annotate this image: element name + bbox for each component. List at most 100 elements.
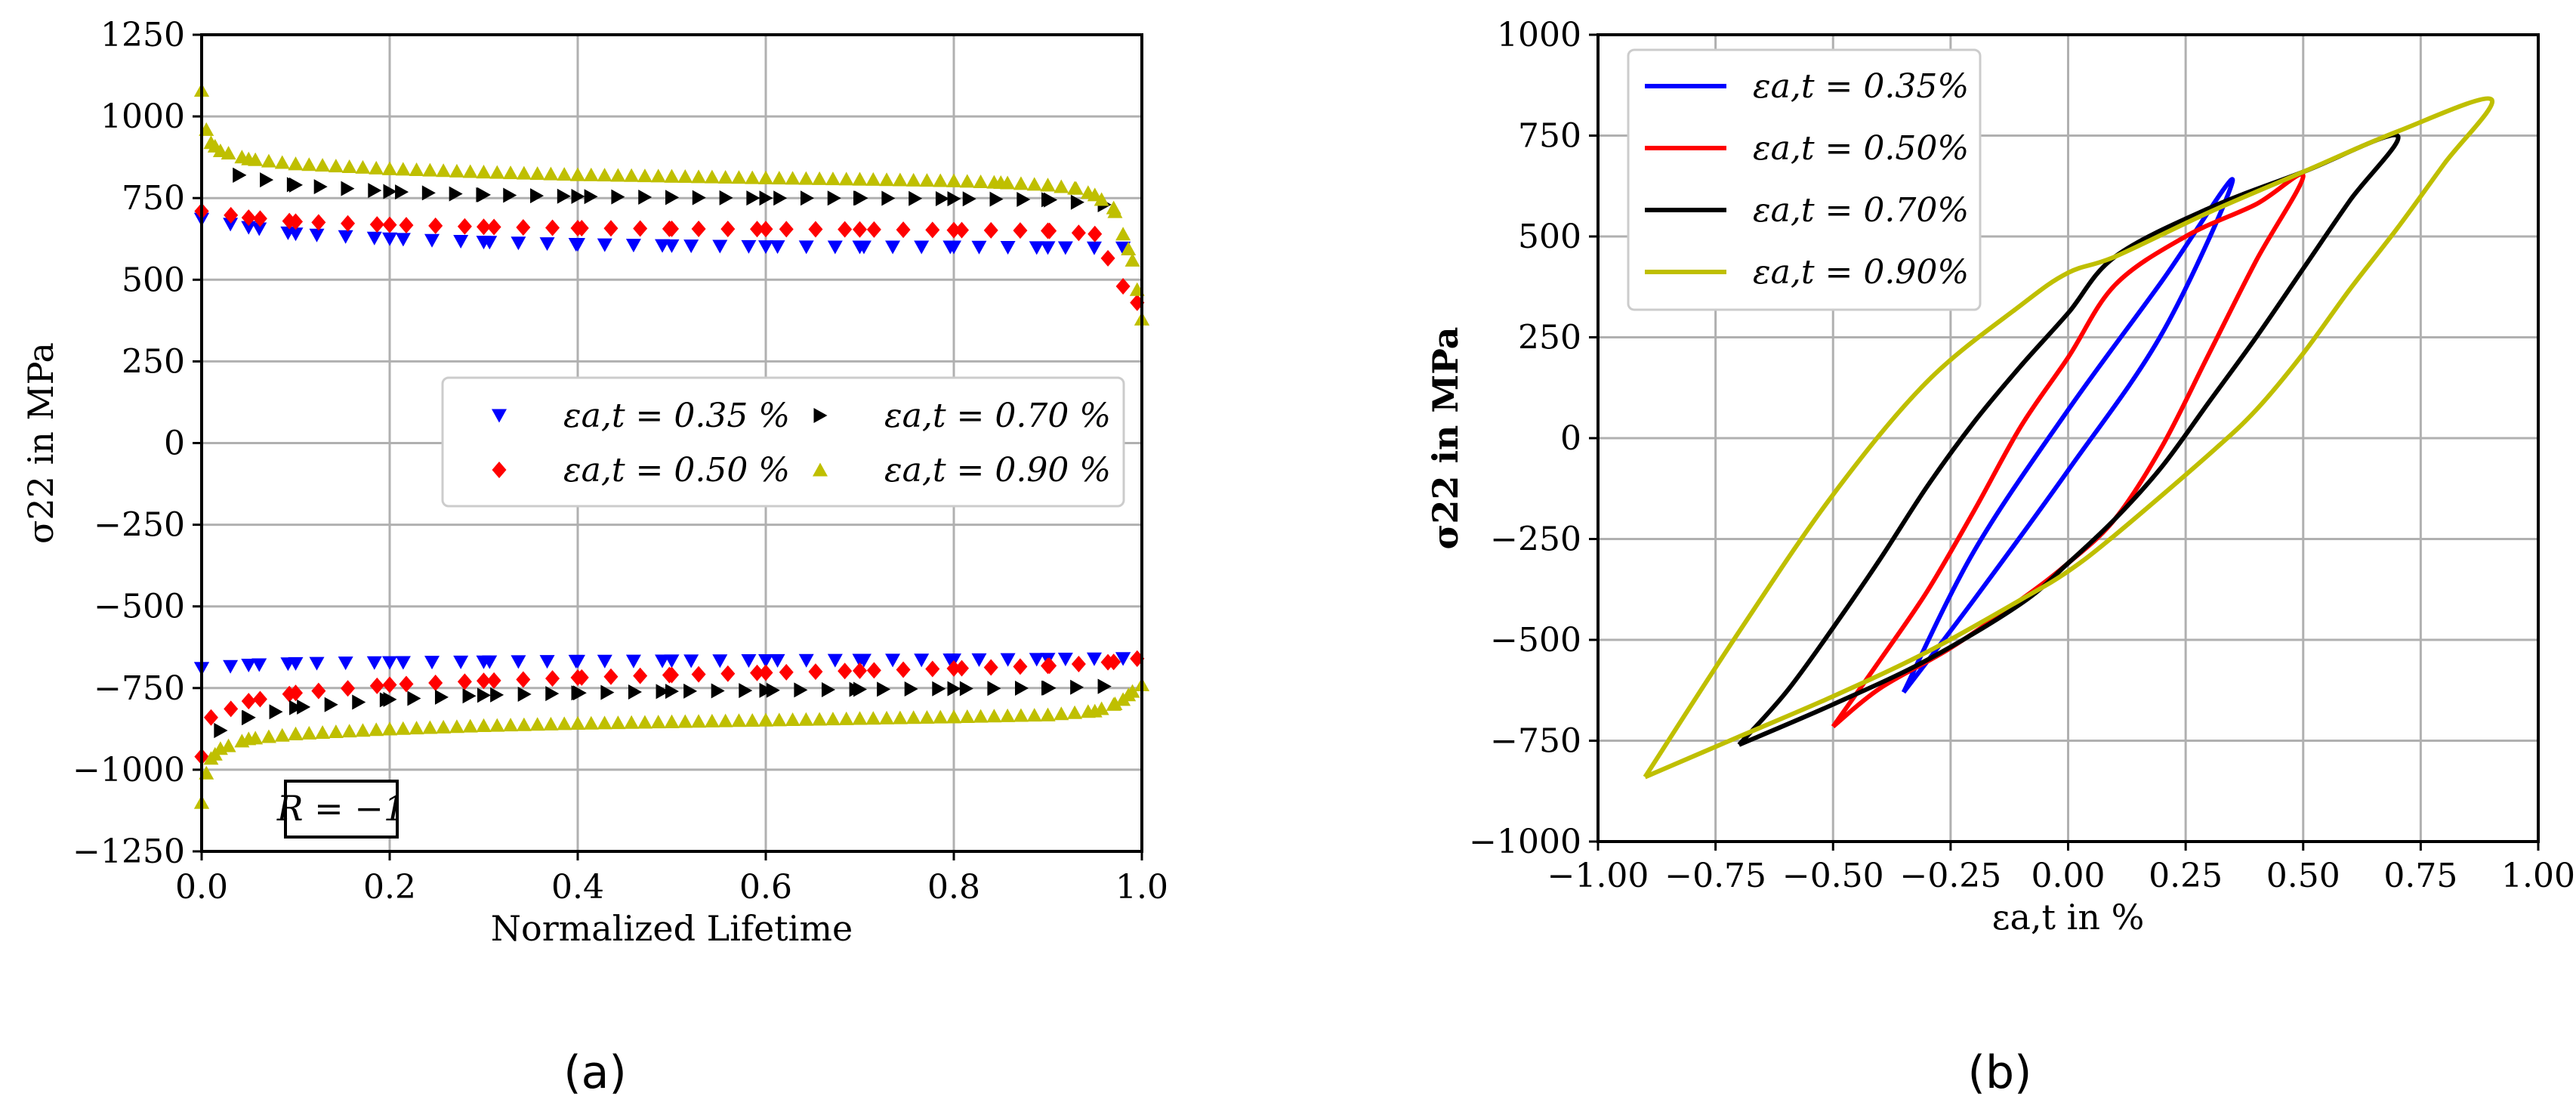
data-point-lower bbox=[477, 672, 491, 690]
data-point-upper bbox=[289, 177, 303, 193]
data-point-lower bbox=[838, 663, 853, 680]
data-point-upper bbox=[692, 190, 706, 205]
data-point-lower bbox=[896, 661, 911, 678]
data-point-upper bbox=[1017, 192, 1031, 208]
data-point-upper bbox=[691, 220, 706, 237]
data-point-upper bbox=[395, 233, 411, 247]
data-point-upper bbox=[241, 151, 257, 165]
legend-label: εa,t = 0.50% bbox=[1753, 129, 1969, 168]
data-point-upper bbox=[1094, 192, 1109, 206]
data-point-lower bbox=[741, 654, 757, 669]
data-point-lower bbox=[382, 721, 397, 736]
panel-a-y-axis-title: σ22 in MPa bbox=[20, 342, 61, 544]
data-point-upper bbox=[338, 230, 353, 244]
data-point-lower bbox=[274, 727, 290, 742]
data-point-upper bbox=[341, 159, 357, 174]
data-point-lower bbox=[570, 654, 585, 669]
data-point-upper bbox=[570, 238, 585, 252]
data-point-lower bbox=[650, 715, 666, 729]
data-point-upper bbox=[935, 190, 949, 206]
data-point-upper bbox=[1040, 178, 1056, 192]
data-point-upper bbox=[919, 173, 935, 187]
data-point-lower bbox=[932, 681, 946, 697]
y-tick-label: 750 bbox=[122, 179, 185, 218]
data-point-upper bbox=[557, 167, 572, 181]
data-point-lower bbox=[766, 682, 780, 698]
data-point-lower bbox=[1054, 706, 1069, 721]
data-point-upper bbox=[800, 190, 814, 206]
data-point-upper bbox=[955, 221, 970, 239]
data-point-lower bbox=[539, 655, 555, 669]
data-point-upper bbox=[584, 189, 598, 205]
data-point-lower bbox=[543, 716, 559, 731]
data-point-upper bbox=[288, 156, 304, 171]
data-point-lower bbox=[328, 724, 344, 739]
annotation-text: R = −1 bbox=[276, 788, 406, 829]
data-point-upper bbox=[758, 240, 773, 255]
legend-label: εa,t = 0.70% bbox=[1753, 191, 1969, 230]
data-point-lower bbox=[1086, 652, 1102, 666]
data-point-lower bbox=[352, 694, 366, 710]
data-point-lower bbox=[1041, 680, 1055, 696]
data-point-upper bbox=[973, 175, 989, 189]
data-point-upper bbox=[946, 240, 961, 255]
data-point-lower bbox=[597, 654, 612, 669]
x-tick-label: 0.2 bbox=[363, 868, 416, 907]
data-point-lower bbox=[1070, 679, 1084, 695]
data-point-lower bbox=[434, 689, 449, 705]
data-point-lower bbox=[1040, 707, 1056, 721]
panel-a-label: (a) bbox=[563, 1046, 627, 1099]
data-point-upper bbox=[382, 161, 397, 175]
data-point-lower bbox=[203, 751, 219, 765]
data-point-lower bbox=[1087, 703, 1103, 718]
data-point-upper bbox=[224, 206, 239, 224]
data-point-lower bbox=[395, 656, 411, 670]
data-point-lower bbox=[758, 664, 773, 681]
data-point-upper bbox=[409, 162, 424, 177]
data-point-upper bbox=[570, 167, 585, 181]
data-point-upper bbox=[288, 213, 303, 230]
data-point-lower bbox=[517, 687, 532, 703]
data-point-lower bbox=[794, 682, 808, 698]
data-point-lower bbox=[422, 720, 438, 734]
data-point-lower bbox=[341, 680, 356, 697]
data-point-upper bbox=[914, 240, 930, 255]
data-point-upper bbox=[838, 171, 854, 186]
y-tick-label: −1250 bbox=[72, 832, 185, 871]
data-point-upper bbox=[909, 190, 923, 206]
data-point-upper bbox=[203, 135, 219, 150]
data-point-lower bbox=[1013, 708, 1029, 722]
data-point-upper bbox=[477, 187, 491, 202]
data-point-lower bbox=[1067, 705, 1083, 719]
data-point-upper bbox=[1068, 181, 1084, 195]
data-point-upper bbox=[597, 238, 612, 252]
data-point-lower bbox=[759, 682, 773, 698]
panel-b-legend: εa,t = 0.35% εa,t = 0.50% εa,t = 0.70% εa,t… bbox=[1627, 48, 1982, 311]
data-point-lower bbox=[583, 715, 599, 730]
data-point-lower bbox=[597, 715, 612, 730]
data-point-lower bbox=[625, 654, 641, 669]
data-point-lower bbox=[241, 731, 257, 746]
data-point-upper bbox=[355, 159, 371, 174]
data-point-upper bbox=[925, 221, 940, 239]
data-point-upper bbox=[1041, 222, 1055, 239]
data-point-lower bbox=[203, 709, 218, 726]
data-point-upper bbox=[557, 188, 571, 204]
data-point-upper bbox=[665, 190, 679, 205]
data-point-upper bbox=[503, 187, 517, 203]
series-εa,t = 0.35 % bbox=[194, 212, 1131, 676]
data-point-lower bbox=[852, 653, 868, 668]
data-point-upper bbox=[583, 167, 599, 181]
data-point-upper bbox=[476, 236, 492, 250]
data-point-upper bbox=[530, 188, 545, 204]
data-point-upper bbox=[879, 172, 895, 187]
y-tick-label: 0 bbox=[164, 425, 185, 463]
data-point-upper bbox=[368, 183, 382, 199]
data-point-lower bbox=[224, 700, 239, 718]
data-point-lower bbox=[677, 714, 693, 728]
data-point-upper bbox=[664, 239, 680, 253]
data-point-lower bbox=[503, 718, 519, 732]
data-point-lower bbox=[879, 710, 895, 724]
panel-a-annotation: R = −1 bbox=[276, 780, 406, 839]
data-point-upper bbox=[1000, 241, 1016, 255]
